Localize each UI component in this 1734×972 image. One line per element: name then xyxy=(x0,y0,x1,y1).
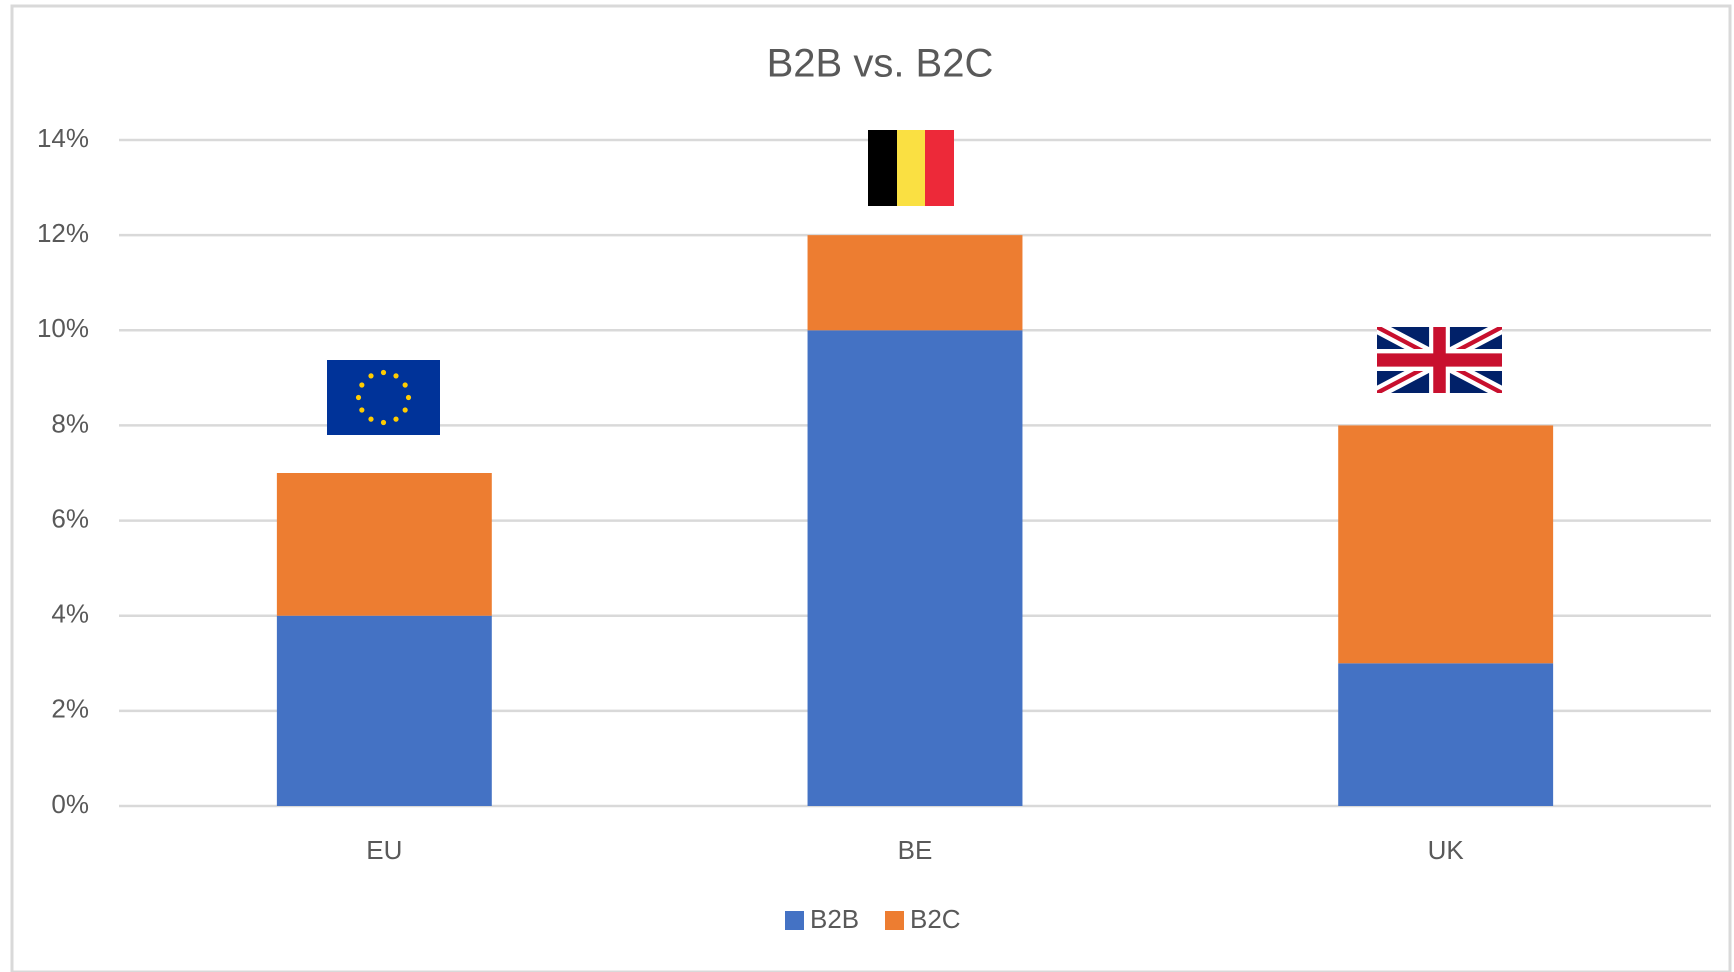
x-tick-label: EU xyxy=(366,835,402,865)
bar-segment xyxy=(807,330,1023,806)
legend-swatch xyxy=(885,911,904,930)
bar-segment xyxy=(276,473,492,616)
eu-flag xyxy=(327,360,440,435)
y-tick-label: 2% xyxy=(51,694,89,724)
y-tick-label: 14% xyxy=(37,123,89,153)
bar-segment xyxy=(807,235,1023,331)
x-tick-label: BE xyxy=(898,835,933,865)
bar-segment xyxy=(276,615,492,806)
y-tick-label: 8% xyxy=(51,408,89,438)
bar-segment xyxy=(1338,663,1554,806)
legend-label: B2C xyxy=(910,904,961,934)
y-tick-label: 12% xyxy=(37,218,89,248)
chart-title: B2B vs. B2C xyxy=(767,42,994,86)
be-flag xyxy=(868,130,954,206)
y-tick-label: 10% xyxy=(37,313,89,343)
y-tick-label: 0% xyxy=(51,789,89,819)
uk-flag xyxy=(1377,327,1502,393)
legend-swatch xyxy=(785,911,804,930)
legend: B2B B2C xyxy=(785,904,961,934)
y-tick-label: 4% xyxy=(51,599,89,629)
bar-segment xyxy=(1338,425,1554,664)
bars xyxy=(276,235,1554,806)
y-tick-label: 6% xyxy=(51,503,89,533)
legend-label: B2B xyxy=(810,904,859,934)
x-tick-label: UK xyxy=(1428,835,1465,865)
